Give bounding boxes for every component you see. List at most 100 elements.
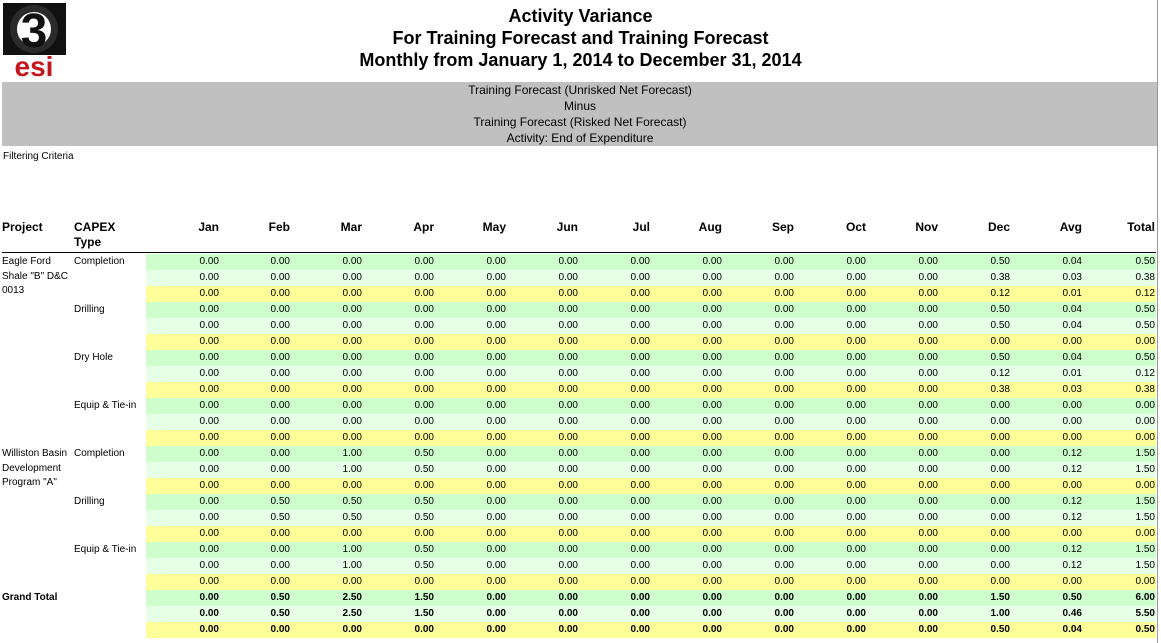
cell-jan: 0.00 (164, 334, 219, 350)
cell-oct: 0.00 (811, 414, 866, 430)
cell-total: 0.00 (1100, 478, 1155, 494)
table-row: 0.00 0.00 0.00 0.00 0.00 0.00 0.00 0.00 0.00 0.00… (0, 318, 1161, 334)
cell-sep: 0.00 (739, 350, 794, 366)
cell-avg: 0.01 (1027, 286, 1082, 302)
cell-nov: 0.00 (883, 558, 938, 574)
cell-nov: 0.00 (883, 510, 938, 526)
cell-mar: 0.00 (307, 334, 362, 350)
cell-jan: 0.00 (164, 270, 219, 286)
cell-sep: 0.00 (739, 398, 794, 414)
cell-sep: 0.00 (739, 382, 794, 398)
cell-feb: 0.00 (235, 526, 290, 542)
cell-feb: 0.00 (235, 622, 290, 638)
cell-may: 0.00 (451, 510, 506, 526)
cell-dec: 0.38 (955, 270, 1010, 286)
cell-sep: 0.00 (739, 574, 794, 590)
cell-aug: 0.00 (667, 286, 722, 302)
cell-avg: 0.01 (1027, 366, 1082, 382)
cell-total: 0.00 (1100, 334, 1155, 350)
table-row: 0.00 0.00 0.00 0.00 0.00 0.00 0.00 0.00 0.00 0.00… (0, 254, 1161, 270)
cell-dec: 0.00 (955, 526, 1010, 542)
table-row: 0.00 0.00 0.00 0.00 0.00 0.00 0.00 0.00 0.00 0.00… (0, 382, 1161, 398)
table-row: 0.00 0.00 0.00 0.00 0.00 0.00 0.00 0.00 0.00 0.00… (0, 574, 1161, 590)
cell-apr: 0.00 (379, 254, 434, 270)
cell-oct: 0.00 (811, 462, 866, 478)
cell-dec: 0.50 (955, 254, 1010, 270)
cell-avg: 0.46 (1027, 606, 1082, 622)
cell-oct: 0.00 (811, 542, 866, 558)
cell-aug: 0.00 (667, 318, 722, 334)
cell-feb: 0.00 (235, 302, 290, 318)
cell-mar: 1.00 (307, 542, 362, 558)
cell-sep: 0.00 (739, 430, 794, 446)
cell-aug: 0.00 (667, 606, 722, 622)
cell-oct: 0.00 (811, 558, 866, 574)
table-row: 0.00 0.00 0.00 0.00 0.00 0.00 0.00 0.00 0.00 0.00… (0, 334, 1161, 350)
table-row: 0.00 0.00 0.00 0.00 0.00 0.00 0.00 0.00 0.00 0.00… (0, 350, 1161, 366)
cell-jun: 0.00 (523, 478, 578, 494)
header-total: Total (1095, 220, 1155, 235)
cell-nov: 0.00 (883, 494, 938, 510)
table-row: 0.00 0.00 0.00 0.00 0.00 0.00 0.00 0.00 0.00 0.00… (0, 366, 1161, 382)
table-row: 0.00 0.00 1.00 0.50 0.00 0.00 0.00 0.00 0.00 0.00… (0, 558, 1161, 574)
cell-oct: 0.00 (811, 526, 866, 542)
cell-may: 0.00 (451, 446, 506, 462)
cell-mar: 0.00 (307, 286, 362, 302)
cell-apr: 0.50 (379, 510, 434, 526)
cell-jun: 0.00 (523, 526, 578, 542)
project-label-line: Eagle Ford (2, 255, 72, 270)
cell-dec: 0.00 (955, 494, 1010, 510)
header-capex-line2: Type (74, 235, 115, 250)
cell-apr: 0.00 (379, 574, 434, 590)
cell-feb: 0.50 (235, 590, 290, 606)
cell-sep: 0.00 (739, 286, 794, 302)
cell-may: 0.00 (451, 574, 506, 590)
project-label-line: Shale "B" D&C (2, 270, 72, 285)
cell-jun: 0.00 (523, 558, 578, 574)
cell-jul: 0.00 (595, 286, 650, 302)
cell-sep: 0.00 (739, 526, 794, 542)
cell-oct: 0.00 (811, 254, 866, 270)
table-row: 0.00 0.00 1.00 0.50 0.00 0.00 0.00 0.00 0.00 0.00… (0, 542, 1161, 558)
cell-avg: 0.00 (1027, 478, 1082, 494)
cell-jun: 0.00 (523, 622, 578, 638)
cell-feb: 0.00 (235, 366, 290, 382)
grand-total-row: 0.00 0.50 2.50 1.50 0.00 0.00 0.00 0.00 0.00 0.00… (0, 606, 1161, 622)
cell-sep: 0.00 (739, 446, 794, 462)
cell-apr: 0.00 (379, 526, 434, 542)
cell-dec: 0.00 (955, 334, 1010, 350)
cell-total: 0.38 (1100, 382, 1155, 398)
cell-jun: 0.00 (523, 254, 578, 270)
cell-jan: 0.00 (164, 318, 219, 334)
cell-dec: 0.00 (955, 542, 1010, 558)
cell-sep: 0.00 (739, 270, 794, 286)
cell-sep: 0.00 (739, 334, 794, 350)
band-line1: Training Forecast (Unrisked Net Forecast… (2, 82, 1158, 98)
cell-aug: 0.00 (667, 382, 722, 398)
cell-apr: 0.50 (379, 494, 434, 510)
forecast-description-band: Training Forecast (Unrisked Net Forecast… (2, 82, 1158, 146)
cell-nov: 0.00 (883, 350, 938, 366)
cell-sep: 0.00 (739, 510, 794, 526)
cell-total: 0.12 (1100, 286, 1155, 302)
report-title-line2: For Training Forecast and Training Forec… (0, 27, 1161, 49)
cell-jan: 0.00 (164, 622, 219, 638)
header-capex-line1: CAPEX (74, 220, 115, 235)
cell-jan: 0.00 (164, 414, 219, 430)
cell-mar: 0.00 (307, 318, 362, 334)
cell-oct: 0.00 (811, 590, 866, 606)
cell-apr: 0.50 (379, 558, 434, 574)
cell-feb: 0.00 (235, 254, 290, 270)
cell-jul: 0.00 (595, 542, 650, 558)
cell-dec: 0.00 (955, 462, 1010, 478)
cell-jun: 0.00 (523, 510, 578, 526)
cell-mar: 0.00 (307, 430, 362, 446)
cell-total: 1.50 (1100, 446, 1155, 462)
cell-sep: 0.00 (739, 622, 794, 638)
cell-nov: 0.00 (883, 542, 938, 558)
cell-sep: 0.00 (739, 318, 794, 334)
cell-oct: 0.00 (811, 478, 866, 494)
cell-jan: 0.00 (164, 366, 219, 382)
cell-avg: 0.03 (1027, 382, 1082, 398)
cell-avg: 0.04 (1027, 254, 1082, 270)
